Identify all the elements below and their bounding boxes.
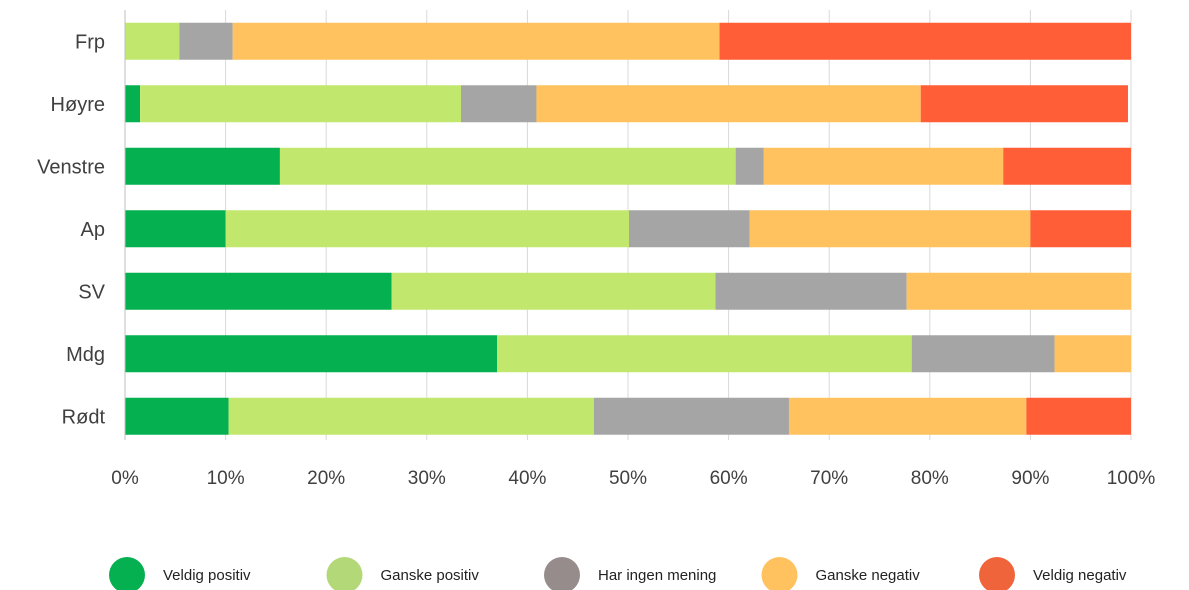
x-tick-label: 100%: [1107, 468, 1156, 489]
bar-segment: [593, 397, 789, 435]
category-label: Rødt: [62, 406, 106, 428]
x-tick-label: 20%: [307, 468, 345, 489]
category-label: SV: [78, 281, 105, 303]
bar-segment: [788, 397, 1027, 435]
bar-segment: [719, 22, 1131, 60]
x-tick-label: 80%: [911, 468, 949, 489]
x-tick-label: 50%: [609, 468, 647, 489]
bar-segment: [125, 85, 141, 123]
bar-segment: [225, 210, 630, 248]
bar-segment: [920, 85, 1128, 123]
legend-label: Ganske positiv: [381, 567, 480, 584]
x-tick-label: 70%: [810, 468, 848, 489]
legend-marker: [109, 557, 145, 590]
bar-segment: [1026, 397, 1131, 435]
bar-segment: [125, 272, 392, 310]
x-tick-label: 90%: [1011, 468, 1049, 489]
legend-marker: [979, 557, 1015, 590]
category-label: Ap: [81, 219, 105, 241]
bar-segment: [911, 335, 1055, 373]
x-tick-label: 10%: [207, 468, 245, 489]
legend-marker: [761, 557, 798, 590]
x-tick-label: 30%: [408, 468, 446, 489]
category-label: Mdg: [66, 344, 105, 366]
bar-segment: [125, 335, 498, 373]
x-tick-label: 40%: [508, 468, 546, 489]
category-labels: Frp Høyre Venstre Ap SV Mdg Rødt: [37, 31, 105, 428]
bar-segment: [461, 85, 537, 123]
legend-label: Har ingen mening: [598, 567, 716, 584]
category-label: Venstre: [37, 156, 105, 178]
legend: Veldig positiv Ganske positiv Har ingen me…: [109, 557, 1127, 590]
bars: [125, 22, 1131, 435]
bar-segment: [228, 397, 594, 435]
bar-segment: [906, 272, 1131, 310]
category-label: Høyre: [51, 94, 105, 116]
category-label: Frp: [75, 31, 105, 53]
bar-segment: [125, 397, 229, 435]
bar-segment: [497, 335, 912, 373]
bar-segment: [536, 85, 921, 123]
bar-segment: [1054, 335, 1131, 373]
bar-segment: [179, 22, 233, 60]
legend-label: Veldig positiv: [163, 567, 251, 584]
legend-marker: [326, 557, 363, 590]
bar-segment: [749, 210, 1031, 248]
bar-segment: [763, 147, 1004, 185]
x-tick-label: 60%: [710, 468, 748, 489]
bar-segment: [125, 147, 280, 185]
bar-segment: [140, 85, 462, 123]
bar-segment: [1003, 147, 1131, 185]
legend-marker: [544, 557, 580, 590]
bar-segment: [715, 272, 907, 310]
bar-segment: [279, 147, 736, 185]
bar-segment: [125, 210, 226, 248]
x-tick-labels: 0% 10% 20% 30% 40% 50% 60% 70% 80% 90% 100%: [111, 468, 1155, 489]
bar-segment: [391, 272, 716, 310]
x-tick-label: 0%: [111, 468, 139, 489]
bar-segment: [125, 22, 180, 60]
bar-segment: [1030, 210, 1131, 248]
legend-label: Ganske negativ: [816, 567, 921, 584]
bar-segment: [232, 22, 720, 60]
legend-label: Veldig negativ: [1033, 567, 1127, 584]
bar-segment: [629, 210, 750, 248]
bar-segment: [735, 147, 764, 185]
